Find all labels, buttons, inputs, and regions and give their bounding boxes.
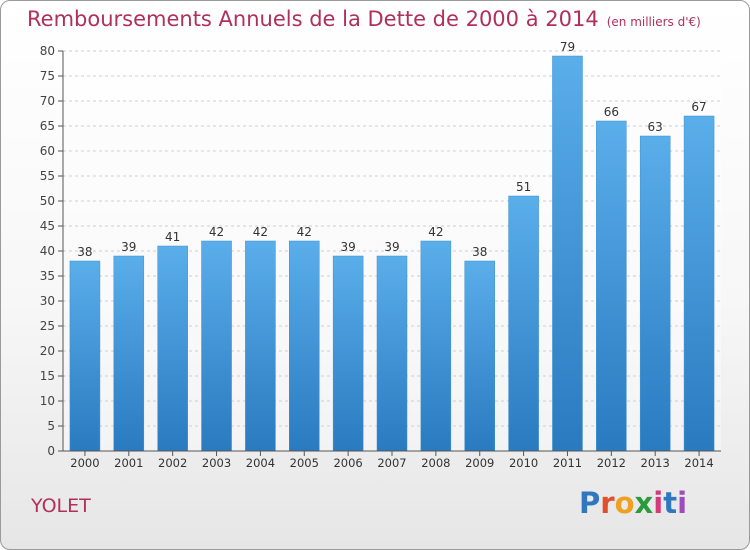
bar-2008 bbox=[420, 240, 452, 452]
x-tick-label-2006: 2006 bbox=[333, 456, 362, 470]
x-tick-label-2012: 2012 bbox=[597, 456, 626, 470]
data-label-2009: 38 bbox=[472, 245, 487, 259]
y-tick-label: 35 bbox=[40, 269, 55, 283]
y-tick-label: 30 bbox=[40, 294, 55, 308]
data-label-2000: 38 bbox=[77, 245, 92, 259]
x-tick-label-2003: 2003 bbox=[202, 456, 231, 470]
y-tick-label: 80 bbox=[40, 44, 55, 58]
data-label-2001: 39 bbox=[121, 240, 136, 254]
bar-2003 bbox=[201, 240, 232, 452]
bar-2013 bbox=[639, 135, 671, 452]
x-tick-label-2008: 2008 bbox=[421, 456, 450, 470]
data-label-2003: 42 bbox=[209, 225, 224, 239]
x-tick-label-2000: 2000 bbox=[70, 456, 99, 470]
chart-subtitle: (en milliers d'€) bbox=[606, 15, 701, 29]
x-axis: 2000 2001 2002 2003 2004 2005 2006 2007 2008 2009… bbox=[63, 450, 721, 470]
data-label-2004: 42 bbox=[253, 225, 268, 239]
bar-2002 bbox=[157, 245, 188, 452]
y-axis: 0 5 10 15 20 25 30 35 40 45 50 55 60 65 70 75 80 bbox=[40, 44, 64, 458]
y-tick-label: 5 bbox=[47, 419, 55, 433]
y-tick-label: 70 bbox=[40, 94, 55, 108]
bars: 38 39 41 42 42 42 39 39 42 38 51 79 66 63 67 bbox=[69, 40, 715, 452]
data-label-2012: 66 bbox=[604, 105, 619, 119]
y-tick-label: 75 bbox=[40, 69, 55, 83]
y-tick-label: 45 bbox=[40, 219, 55, 233]
y-tick-label: 20 bbox=[40, 344, 55, 358]
bar-2010 bbox=[508, 195, 539, 452]
x-tick-label-2001: 2001 bbox=[114, 456, 143, 470]
chart-title-text: Remboursements Annuels de la Dette de 20… bbox=[27, 7, 599, 31]
y-tick-label: 65 bbox=[40, 119, 55, 133]
bar-2000 bbox=[69, 260, 101, 452]
y-tick-label: 40 bbox=[40, 244, 55, 258]
data-label-2002: 41 bbox=[165, 230, 180, 244]
x-tick-label-2002: 2002 bbox=[158, 456, 187, 470]
y-tick-label: 50 bbox=[40, 194, 55, 208]
x-tick-label-2005: 2005 bbox=[290, 456, 319, 470]
chart-title: Remboursements Annuels de la Dette de 20… bbox=[27, 7, 701, 31]
data-label-2008: 42 bbox=[428, 225, 443, 239]
bar-2011 bbox=[552, 55, 583, 452]
bar-2014 bbox=[683, 115, 715, 452]
x-tick-label-2009: 2009 bbox=[465, 456, 494, 470]
data-label-2014: 67 bbox=[691, 100, 706, 114]
data-label-2006: 39 bbox=[340, 240, 355, 254]
x-tick-label-2007: 2007 bbox=[377, 456, 406, 470]
bar-2005 bbox=[289, 240, 320, 452]
x-tick-label-2011: 2011 bbox=[553, 456, 582, 470]
y-tick-label: 0 bbox=[47, 444, 55, 458]
y-tick-label: 60 bbox=[40, 144, 55, 158]
data-label-2013: 63 bbox=[648, 120, 663, 134]
bar-2001 bbox=[113, 255, 145, 452]
x-tick-label-2013: 2013 bbox=[641, 456, 670, 470]
x-tick-label-2004: 2004 bbox=[246, 456, 275, 470]
x-tick-label-2010: 2010 bbox=[509, 456, 538, 470]
bar-2007 bbox=[376, 255, 408, 452]
bar-2012 bbox=[596, 120, 627, 452]
y-tick-label: 10 bbox=[40, 394, 55, 408]
commune-name: YOLET bbox=[31, 495, 91, 517]
data-label-2007: 39 bbox=[384, 240, 399, 254]
y-tick-label: 15 bbox=[40, 369, 55, 383]
data-label-2010: 51 bbox=[516, 180, 531, 194]
bar-2006 bbox=[332, 255, 364, 452]
x-tick-label-2014: 2014 bbox=[684, 456, 713, 470]
data-label-2005: 42 bbox=[297, 225, 312, 239]
proxiti-logo: Proxiti bbox=[579, 486, 688, 520]
y-tick-label: 55 bbox=[40, 169, 55, 183]
y-tick-label: 25 bbox=[40, 319, 55, 333]
data-label-2011: 79 bbox=[560, 40, 575, 54]
bar-2009 bbox=[464, 260, 495, 452]
bar-2004 bbox=[245, 240, 276, 452]
